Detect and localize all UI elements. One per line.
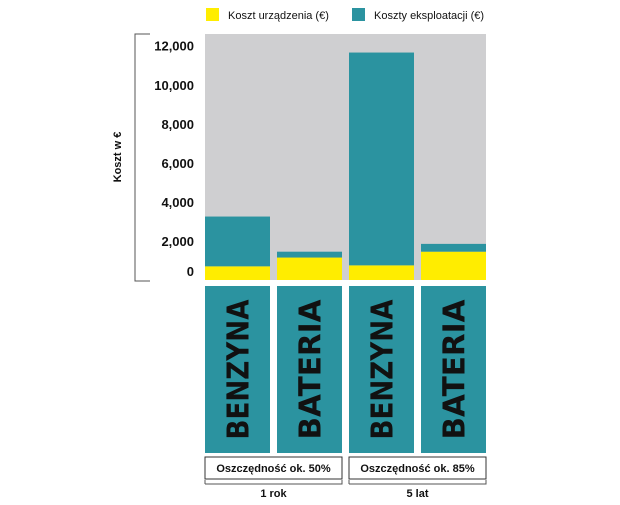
bar-segment-device xyxy=(277,257,342,280)
bar-segment-device xyxy=(349,265,414,280)
category-label: BATERIA xyxy=(294,299,329,440)
category-block xyxy=(421,286,486,453)
y-tick-label: 4,000 xyxy=(161,195,194,210)
category-label: BENZYNA xyxy=(366,299,401,440)
bar-segment-device xyxy=(205,266,270,280)
y-tick-label: 0 xyxy=(187,264,194,279)
savings-row: Oszczędność ok. 50% Oszczędność ok. 85% xyxy=(204,456,487,480)
y-tick-label: 8,000 xyxy=(161,117,194,132)
y-tick-label: 2,000 xyxy=(161,234,194,249)
saving-box-1 xyxy=(204,456,343,480)
legend-label-device: Koszt urządzenia (€) xyxy=(228,10,329,22)
y-tick-label: 6,000 xyxy=(161,156,194,171)
saving-label-1: Oszczędność ok. 50% xyxy=(216,463,331,475)
bar-segment-operation xyxy=(421,243,486,252)
period-bracket-1 xyxy=(204,480,343,485)
legend: Koszt urządzenia (€) Koszty eksploatacji… xyxy=(206,8,484,22)
bar-segment-device xyxy=(421,251,486,280)
period-row: 1 rok 5 lat xyxy=(204,480,487,500)
category-block xyxy=(205,286,270,453)
category-block xyxy=(349,286,414,453)
bar-segment-operation xyxy=(349,52,414,266)
y-axis-bracket xyxy=(134,33,150,282)
bar-segment-operation xyxy=(277,251,342,258)
bar-segment-operation xyxy=(205,216,270,267)
y-ticks: 0 2,000 4,000 6,000 8,000 10,000 12,000 xyxy=(154,39,194,279)
period-bracket-2 xyxy=(348,480,487,485)
legend-swatch-device xyxy=(206,8,219,21)
category-block xyxy=(277,286,342,453)
y-tick-label: 10,000 xyxy=(154,78,194,93)
saving-label-2: Oszczędność ok. 85% xyxy=(360,463,475,475)
legend-swatch-operation xyxy=(352,8,365,21)
category-labels: BENZYNA BATERIA BENZYNA BATERIA xyxy=(205,286,486,453)
y-tick-label: 12,000 xyxy=(154,39,194,54)
saving-box-2 xyxy=(348,456,487,480)
period-label-1: 1 rok xyxy=(260,488,287,500)
bars xyxy=(205,52,486,280)
category-label: BENZYNA xyxy=(222,299,257,440)
legend-label-operation: Koszty eksploatacji (€) xyxy=(374,10,484,22)
period-label-2: 5 lat xyxy=(406,488,428,500)
y-axis-title: Koszt w € xyxy=(112,132,124,183)
category-label: BATERIA xyxy=(438,299,473,440)
